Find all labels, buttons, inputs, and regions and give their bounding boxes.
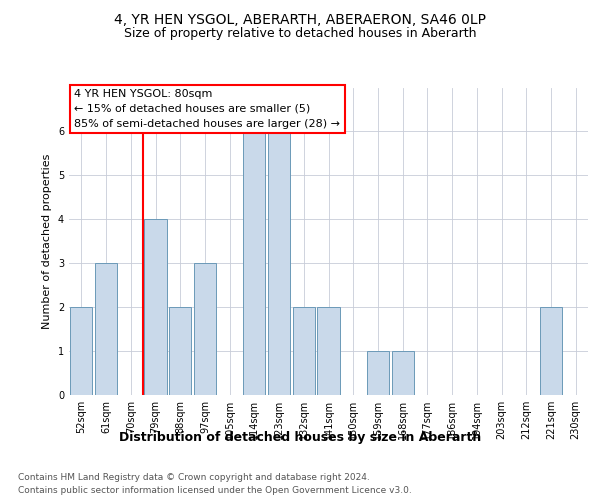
Bar xyxy=(367,351,389,395)
Bar xyxy=(194,263,216,395)
Bar xyxy=(95,263,117,395)
Text: Distribution of detached houses by size in Aberarth: Distribution of detached houses by size … xyxy=(119,431,481,444)
Bar xyxy=(145,220,167,395)
Bar xyxy=(243,132,265,395)
Bar xyxy=(70,307,92,395)
Bar xyxy=(268,132,290,395)
Text: Contains public sector information licensed under the Open Government Licence v3: Contains public sector information licen… xyxy=(18,486,412,495)
Text: 4, YR HEN YSGOL, ABERARTH, ABERAERON, SA46 0LP: 4, YR HEN YSGOL, ABERARTH, ABERAERON, SA… xyxy=(114,12,486,26)
Bar xyxy=(540,307,562,395)
Y-axis label: Number of detached properties: Number of detached properties xyxy=(43,154,52,329)
Bar xyxy=(392,351,414,395)
Text: Contains HM Land Registry data © Crown copyright and database right 2024.: Contains HM Land Registry data © Crown c… xyxy=(18,472,370,482)
Bar xyxy=(317,307,340,395)
Bar xyxy=(169,307,191,395)
Bar xyxy=(293,307,315,395)
Text: Size of property relative to detached houses in Aberarth: Size of property relative to detached ho… xyxy=(124,28,476,40)
Text: 4 YR HEN YSGOL: 80sqm
← 15% of detached houses are smaller (5)
85% of semi-detac: 4 YR HEN YSGOL: 80sqm ← 15% of detached … xyxy=(74,89,340,128)
